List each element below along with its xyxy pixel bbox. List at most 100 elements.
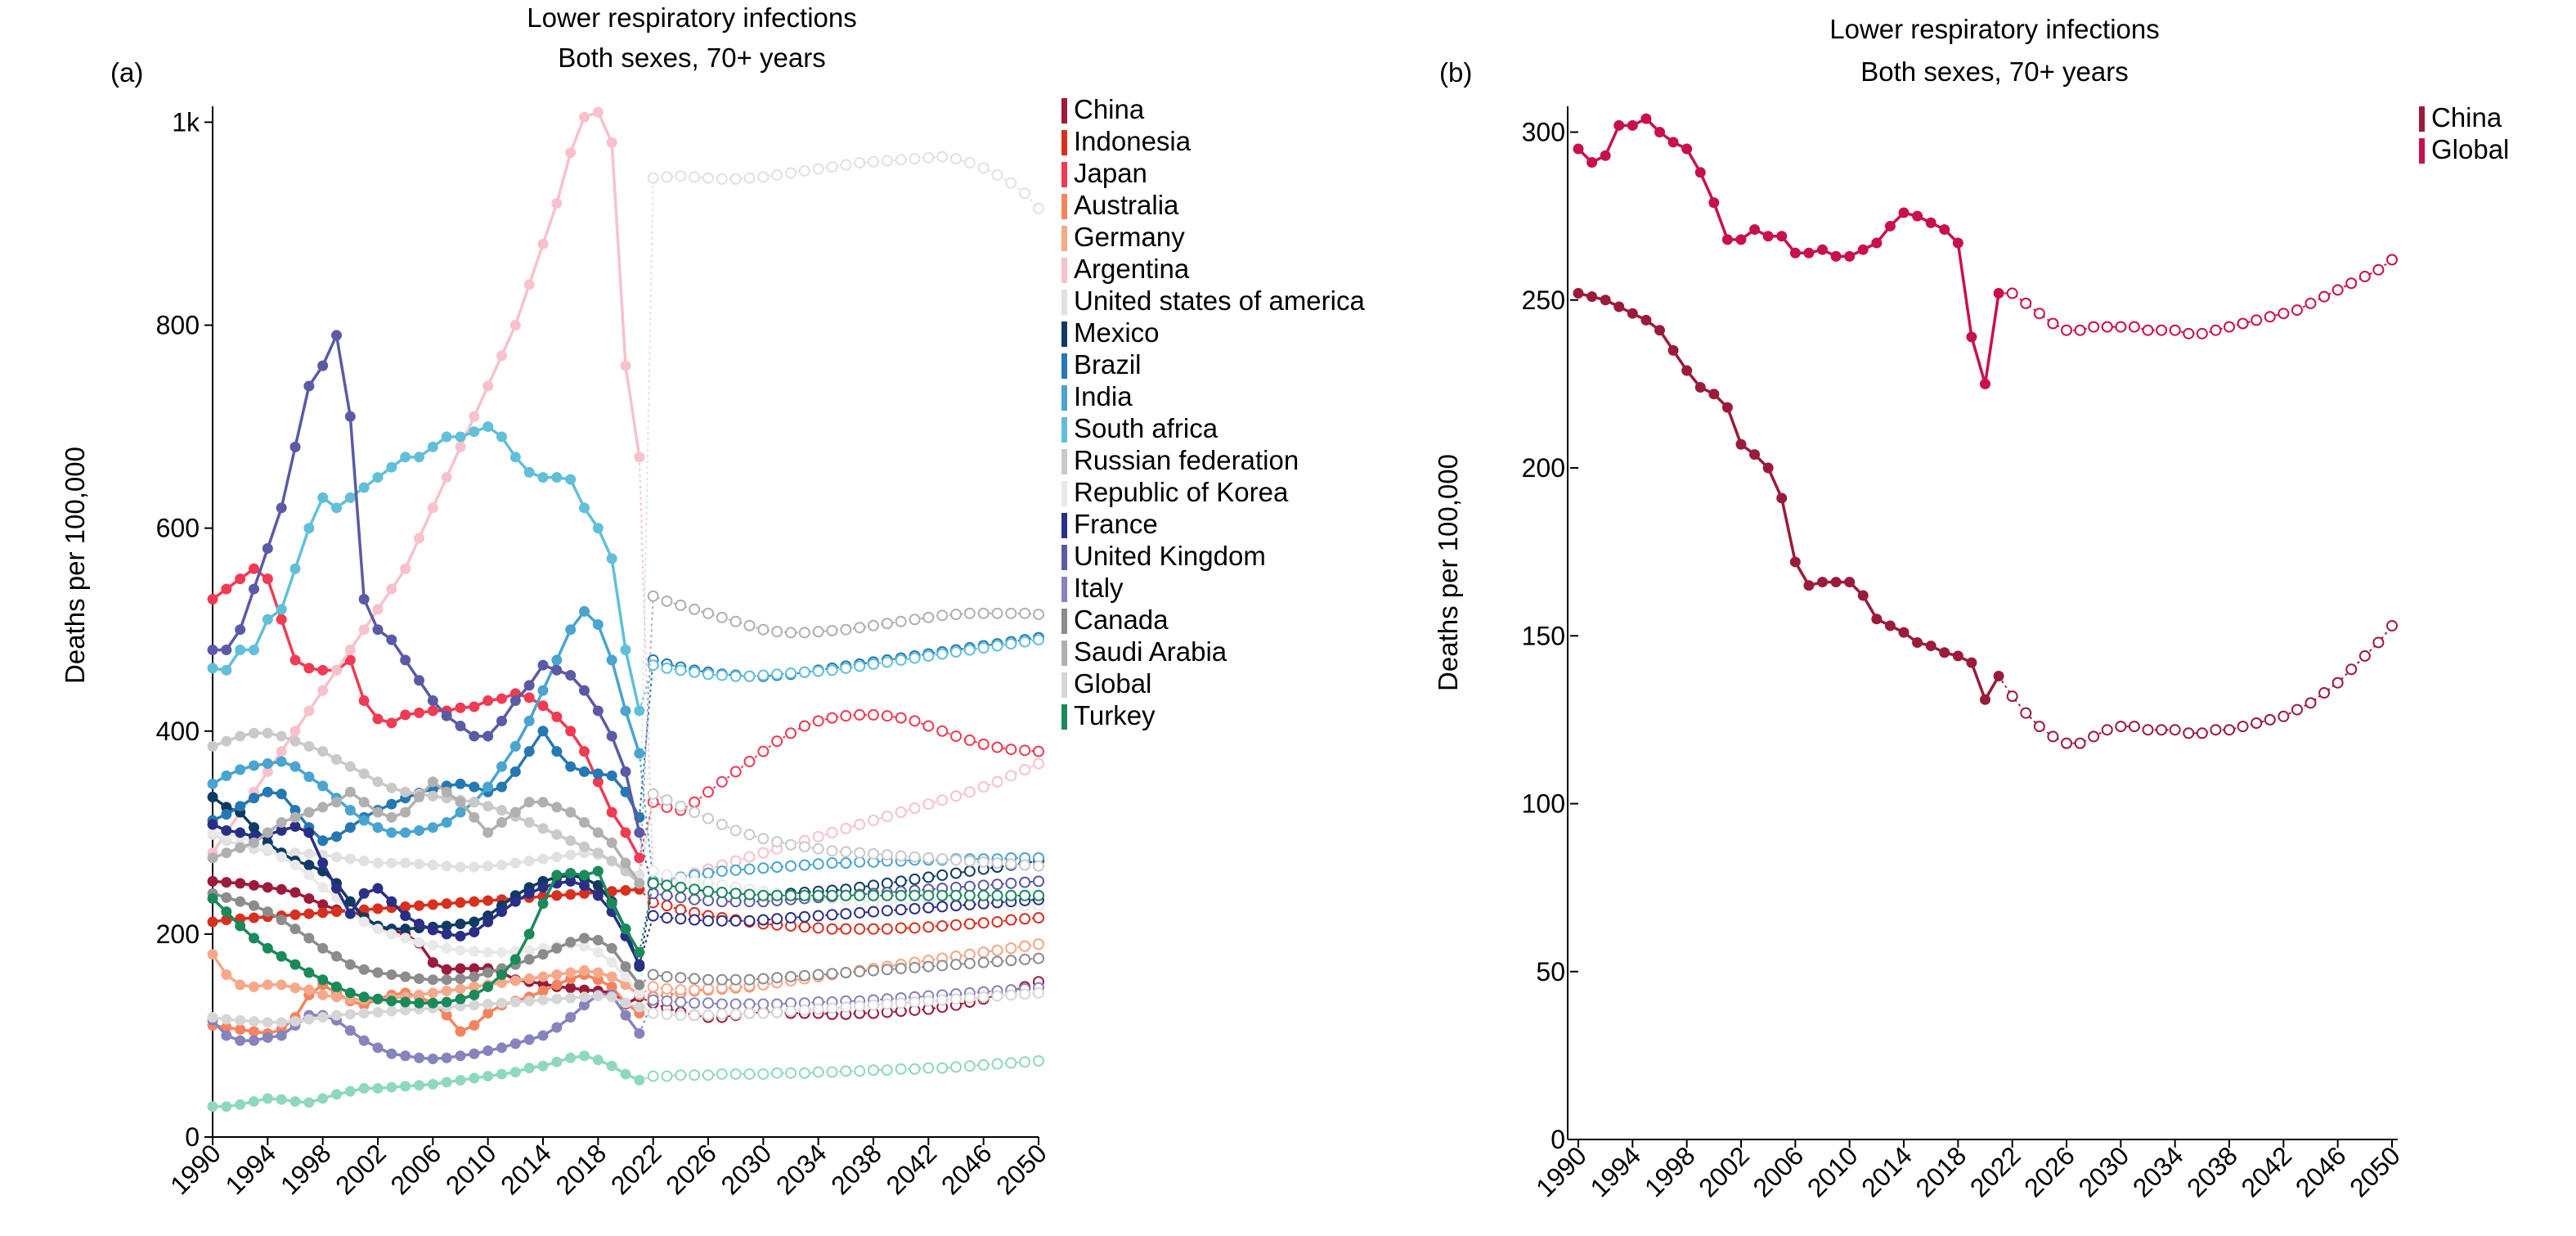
series-indonesia-forecast-point xyxy=(922,921,935,933)
series-turkey-point xyxy=(523,928,535,940)
legend-label-saudi-arabia: Saudi Arabia xyxy=(1074,636,1227,667)
series-argentina-point xyxy=(276,746,287,757)
series-united-states-of-america-point xyxy=(427,860,438,871)
series-global-point xyxy=(579,991,590,1003)
series-canada-forecast-point xyxy=(812,969,824,981)
series-south-africa-point xyxy=(523,466,535,478)
series-united-states-of-america-point xyxy=(358,856,370,867)
series-unlabeled-point xyxy=(276,1094,287,1105)
series-india-point xyxy=(509,740,521,752)
series-saudi-arabia-point xyxy=(606,837,617,848)
series-argentina-point xyxy=(496,350,507,362)
series-japan-point xyxy=(303,663,315,674)
series-china-point xyxy=(1600,294,1611,306)
series-india-forecast-point xyxy=(840,857,852,870)
series-global-forecast-point xyxy=(2101,321,2113,333)
series-unlabeled-point xyxy=(400,1081,411,1092)
series-south-africa-forecast-point xyxy=(868,658,879,670)
series-indonesia-forecast-point xyxy=(977,917,990,929)
y-tick-label: 300 xyxy=(1522,118,1565,147)
series-russian-federation-point xyxy=(523,816,535,828)
series-saudi-arabia-point xyxy=(427,776,438,788)
series-china-forecast-point xyxy=(2088,730,2100,743)
series-south-africa-forecast-point xyxy=(729,670,742,682)
series-united-kingdom-point xyxy=(235,624,246,636)
series-saudi-arabia-point xyxy=(289,811,301,823)
series-unlabeled-point xyxy=(523,1063,535,1074)
series-unlabeled-forecast-point xyxy=(1019,1056,1031,1068)
series-indonesia-forecast-point xyxy=(895,922,907,934)
series-saudi-arabia-forecast-point xyxy=(977,607,990,619)
series-global-forecast-point xyxy=(2088,321,2100,333)
series-china-point xyxy=(1776,492,1788,504)
series-canada-point xyxy=(441,974,452,986)
series-russian-federation-forecast-point xyxy=(661,794,673,807)
series-russian-federation-forecast-point xyxy=(991,857,1003,870)
series-south-africa-point xyxy=(276,604,287,615)
series-global-point xyxy=(1681,143,1693,155)
series-italy-forecast-point xyxy=(702,997,714,1009)
series-japan-point xyxy=(414,707,424,718)
series-france-point xyxy=(221,825,232,836)
series-united-kingdom-point xyxy=(427,695,438,707)
series-china-point xyxy=(262,882,273,893)
series-japan-point xyxy=(592,776,604,788)
series-canada-forecast-point xyxy=(922,960,935,973)
series-china-forecast-point xyxy=(2264,713,2276,726)
series-united-states-of-america-point xyxy=(469,861,480,873)
series-south-africa-forecast-point xyxy=(922,649,935,662)
series-germany-point xyxy=(441,985,452,996)
series-global-forecast-point xyxy=(2047,317,2059,330)
series-france-point xyxy=(289,820,301,832)
series-japan-point xyxy=(537,700,549,712)
series-germany-forecast-point xyxy=(1005,942,1017,955)
legend-label-china: China xyxy=(1074,94,1145,124)
series-indonesia-point xyxy=(358,904,370,915)
series-argentina-point xyxy=(634,452,645,463)
series-canada-point xyxy=(400,971,411,982)
series-global-point xyxy=(1871,237,1883,249)
series-south-africa-forecast-point xyxy=(963,644,976,656)
series-global-point xyxy=(276,1017,287,1028)
series-turkey-forecast-point xyxy=(1005,889,1017,901)
x-tick-label: 2046 xyxy=(2290,1140,2352,1202)
series-japan-forecast-point xyxy=(689,796,701,808)
series-south-africa-point xyxy=(249,645,259,656)
series-france-forecast-point xyxy=(771,913,783,925)
series-india-forecast-point xyxy=(743,863,756,875)
series-turkey-forecast-point xyxy=(868,889,879,901)
series-south-africa-point xyxy=(509,452,521,463)
series-italy-point xyxy=(386,1048,397,1059)
series-russian-federation-point xyxy=(579,841,590,852)
series-turkey-point xyxy=(469,989,480,1000)
panel-a-forecast-series xyxy=(638,151,1044,1082)
series-united-states-of-america-point xyxy=(523,856,535,867)
series-united-states-of-america-point xyxy=(565,849,577,861)
series-canada-forecast-point xyxy=(909,961,921,973)
series-argentina-forecast-point xyxy=(977,780,990,793)
series-china-point xyxy=(1694,381,1706,393)
series-india-point xyxy=(482,781,494,793)
series-global-forecast-point xyxy=(812,1003,824,1015)
series-united-kingdom-point xyxy=(386,634,397,645)
series-saudi-arabia-point xyxy=(358,797,370,808)
series-united-kingdom-forecast-point xyxy=(647,888,659,900)
series-china-point xyxy=(289,887,301,898)
series-united-states-of-america-forecast-point xyxy=(950,153,962,165)
series-united-kingdom-point xyxy=(579,685,590,696)
series-france-point xyxy=(207,819,218,830)
series-india-point xyxy=(496,761,507,772)
series-russian-federation-forecast-point xyxy=(757,833,770,845)
series-china-point xyxy=(1830,577,1842,588)
series-global-point xyxy=(344,1009,356,1020)
series-argentina-point xyxy=(317,685,329,696)
x-tick-label: 2042 xyxy=(2235,1140,2297,1202)
series-canada-point xyxy=(523,954,535,965)
series-japan-point xyxy=(344,654,356,666)
series-italy-forecast-point xyxy=(689,997,701,1009)
series-china-point xyxy=(1898,627,1910,638)
series-china-point xyxy=(1803,580,1815,591)
series-france-point xyxy=(482,916,494,928)
x-tick-label: 1994 xyxy=(219,1138,281,1200)
series-united-states-of-america-forecast-point xyxy=(647,172,659,184)
